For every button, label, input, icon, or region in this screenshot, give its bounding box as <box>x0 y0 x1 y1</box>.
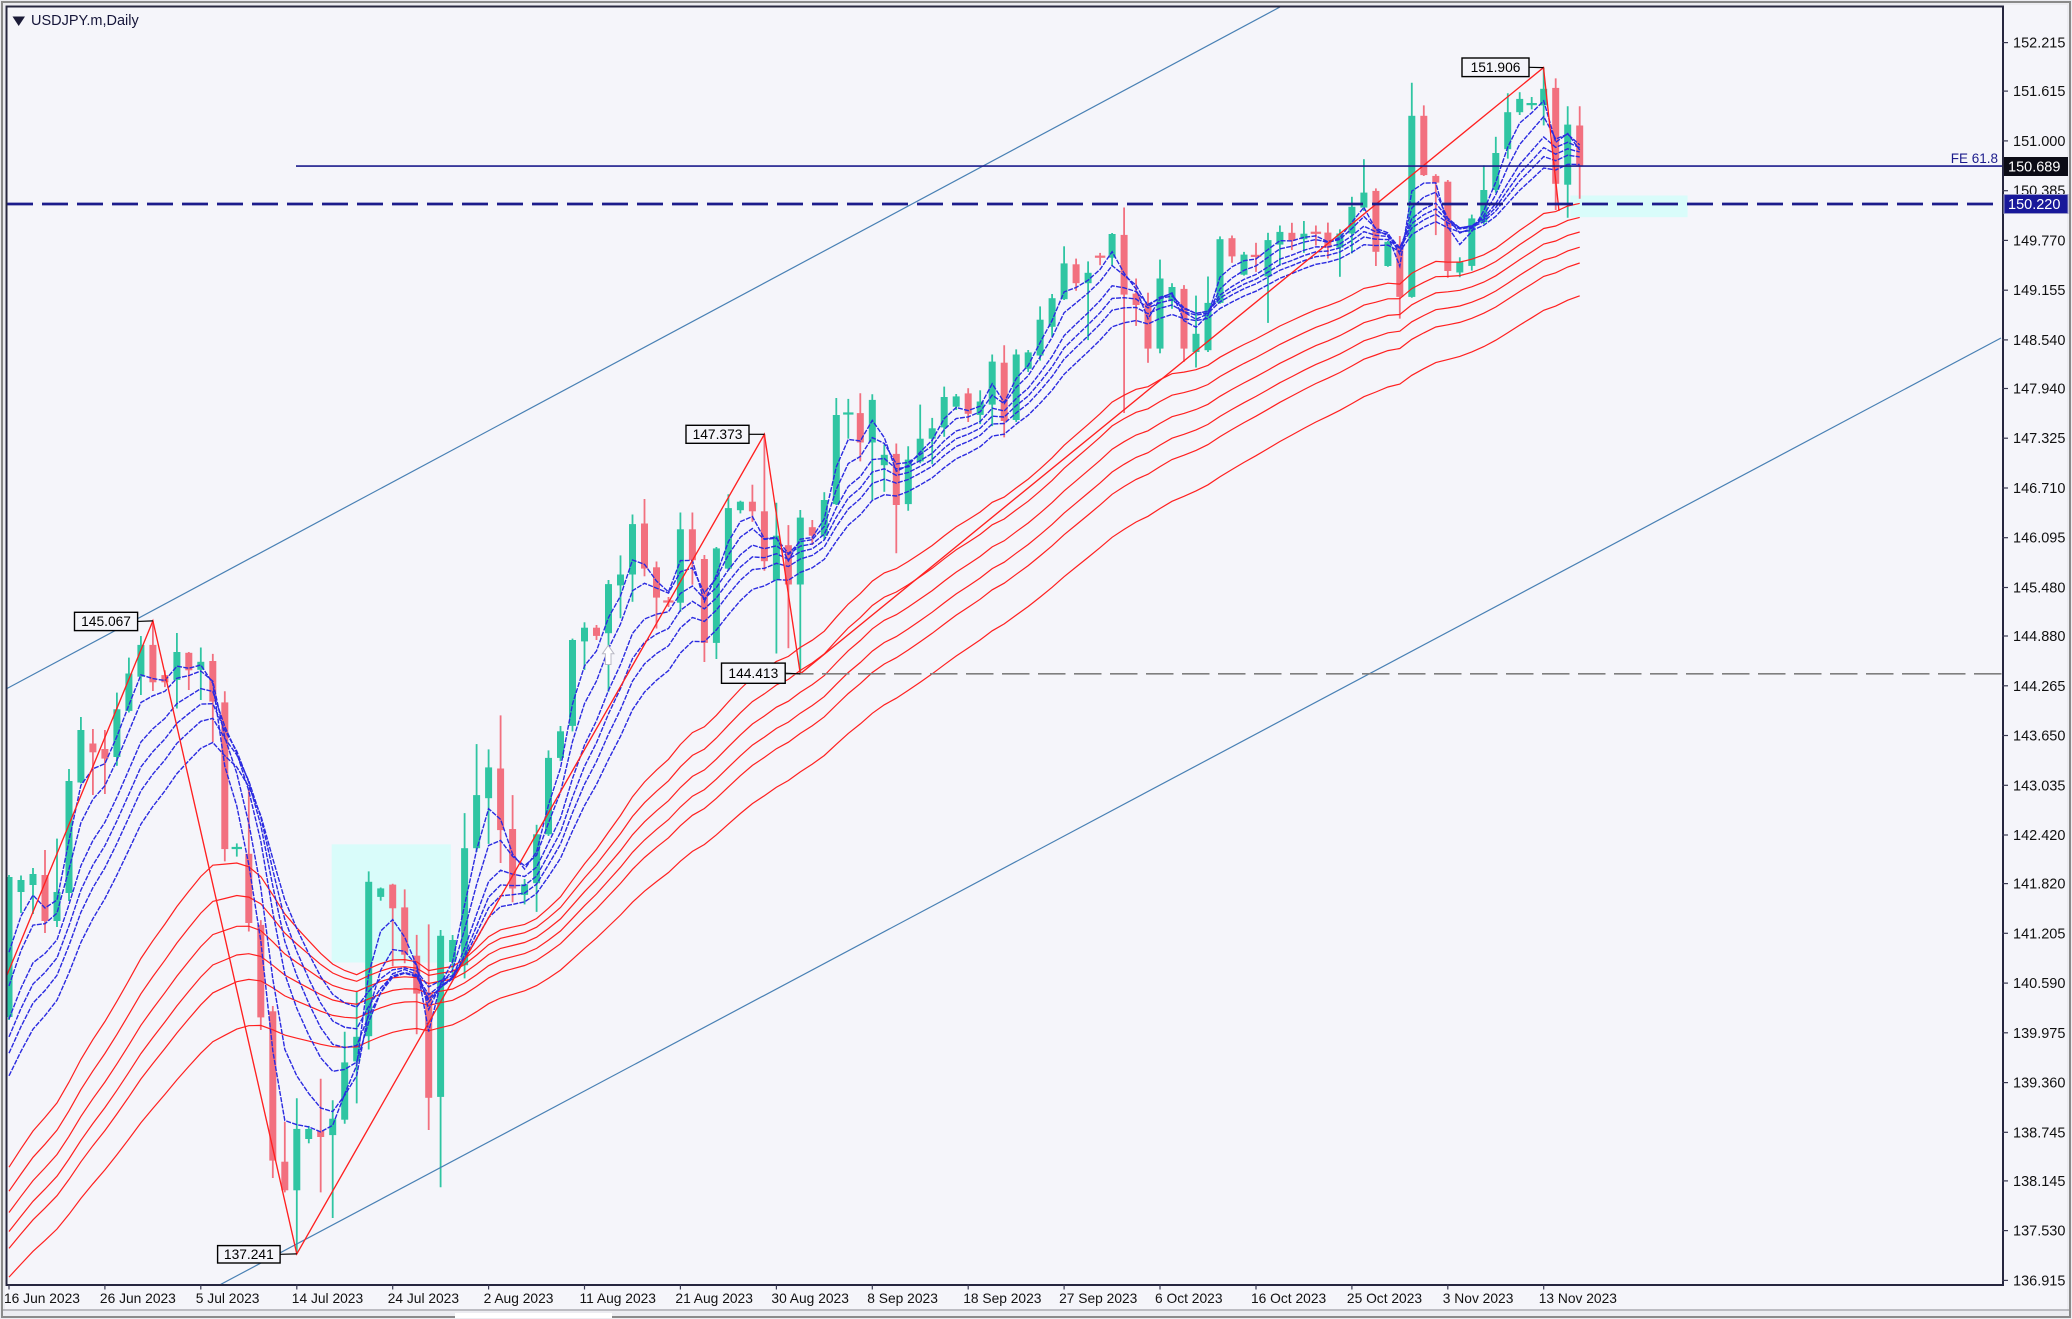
svg-text:13 Nov 2023: 13 Nov 2023 <box>1539 1291 1618 1306</box>
svg-text:139.975: 139.975 <box>2013 1026 2065 1042</box>
svg-text:141.820: 141.820 <box>2013 877 2065 893</box>
svg-text:2 Aug 2023: 2 Aug 2023 <box>484 1291 554 1306</box>
svg-text:136.915: 136.915 <box>2013 1273 2065 1289</box>
svg-text:8 Sep 2023: 8 Sep 2023 <box>867 1291 938 1306</box>
svg-text:137.530: 137.530 <box>2013 1224 2065 1240</box>
svg-text:152.215: 152.215 <box>2013 36 2065 52</box>
svg-text:27 Sep 2023: 27 Sep 2023 <box>1059 1291 1138 1306</box>
svg-text:147.373: 147.373 <box>693 427 743 442</box>
svg-text:143.035: 143.035 <box>2013 778 2065 794</box>
svg-text:141.205: 141.205 <box>2013 926 2065 942</box>
svg-text:16 Jun 2023: 16 Jun 2023 <box>4 1291 80 1306</box>
svg-text:149.155: 149.155 <box>2013 283 2065 299</box>
svg-text:146.095: 146.095 <box>2013 531 2065 547</box>
svg-text:145.480: 145.480 <box>2013 581 2065 597</box>
svg-text:18 Sep 2023: 18 Sep 2023 <box>963 1291 1042 1306</box>
svg-text:137.241: 137.241 <box>224 1247 274 1262</box>
svg-text:151.906: 151.906 <box>1471 60 1521 75</box>
svg-text:147.940: 147.940 <box>2013 382 2065 398</box>
svg-text:144.413: 144.413 <box>728 666 778 681</box>
svg-text:30 Aug 2023: 30 Aug 2023 <box>771 1291 849 1306</box>
svg-text:24 Jul 2023: 24 Jul 2023 <box>388 1291 460 1306</box>
svg-text:5 Jul 2023: 5 Jul 2023 <box>196 1291 260 1306</box>
svg-text:6 Oct 2023: 6 Oct 2023 <box>1155 1291 1223 1306</box>
svg-text:151.615: 151.615 <box>2013 84 2065 100</box>
svg-text:14 Jul 2023: 14 Jul 2023 <box>292 1291 364 1306</box>
svg-text:140.590: 140.590 <box>2013 976 2065 992</box>
svg-text:138.145: 138.145 <box>2013 1174 2065 1190</box>
svg-text:148.540: 148.540 <box>2013 333 2065 349</box>
svg-text:26 Jun 2023: 26 Jun 2023 <box>100 1291 176 1306</box>
svg-text:146.710: 146.710 <box>2013 481 2065 497</box>
svg-text:143.650: 143.650 <box>2013 729 2065 745</box>
svg-text:25 Oct 2023: 25 Oct 2023 <box>1347 1291 1422 1306</box>
svg-text:FE 61.8: FE 61.8 <box>1951 151 1998 166</box>
svg-text:11 Aug 2023: 11 Aug 2023 <box>580 1291 657 1306</box>
svg-text:149.770: 149.770 <box>2013 233 2065 249</box>
svg-text:USDJPY.m,Daily: USDJPY.m,Daily <box>31 13 139 29</box>
svg-text:3 Nov 2023: 3 Nov 2023 <box>1443 1291 1514 1306</box>
svg-text:147.325: 147.325 <box>2013 431 2065 447</box>
svg-text:144.265: 144.265 <box>2013 679 2065 695</box>
svg-text:145.067: 145.067 <box>81 614 131 629</box>
svg-text:142.420: 142.420 <box>2013 828 2065 844</box>
svg-text:150.220: 150.220 <box>2008 197 2060 213</box>
svg-text:144.880: 144.880 <box>2013 629 2065 645</box>
svg-text:138.745: 138.745 <box>2013 1125 2065 1141</box>
svg-text:151.000: 151.000 <box>2013 134 2065 150</box>
svg-text:150.689: 150.689 <box>2008 160 2060 176</box>
svg-text:21 Aug 2023: 21 Aug 2023 <box>675 1291 753 1306</box>
svg-text:139.360: 139.360 <box>2013 1076 2065 1092</box>
svg-text:16 Oct 2023: 16 Oct 2023 <box>1251 1291 1326 1306</box>
